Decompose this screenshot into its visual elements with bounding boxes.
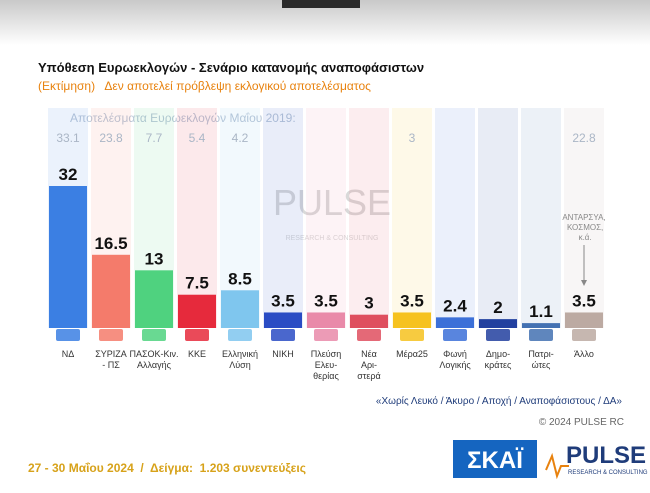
previous-value: 23.8 bbox=[99, 131, 123, 145]
previous-value: 22.8 bbox=[572, 131, 596, 145]
party-logo bbox=[228, 329, 252, 341]
x-tick-label: στερά bbox=[357, 371, 380, 381]
bar bbox=[307, 312, 345, 328]
value-label: 13 bbox=[145, 249, 164, 268]
x-tick-label: ώτες bbox=[532, 360, 551, 370]
x-tick-label: θερίας bbox=[313, 371, 339, 381]
value-label: 2.4 bbox=[443, 296, 467, 315]
value-label: 3.5 bbox=[572, 291, 596, 310]
column-bg bbox=[435, 108, 475, 328]
party-logo bbox=[142, 329, 166, 341]
x-tick-label: Ελευ- bbox=[315, 360, 337, 370]
chart-title: Υπόθεση Ευρωεκλογών - Σενάριο κατανομής … bbox=[38, 60, 424, 75]
annotation: ΑΝΤΑΡΣΥΑ, ΚΟΣΜΟΣ, κ.ά. bbox=[562, 213, 605, 242]
fieldwork: 27 - 30 Μαΐου 2024 / Δείγμα: 1.203 συνεν… bbox=[28, 461, 306, 475]
party-logo bbox=[314, 329, 338, 341]
logo-left-box bbox=[453, 440, 537, 478]
logo-right: PULSE bbox=[566, 442, 646, 469]
value-label: 16.5 bbox=[94, 234, 127, 253]
bar bbox=[565, 312, 603, 328]
value-label: 7.5 bbox=[185, 274, 209, 293]
x-tick-label: Δημο- bbox=[486, 349, 510, 359]
value-label: 32 bbox=[59, 165, 78, 184]
column-bg bbox=[521, 108, 561, 328]
watermark-sub: RESEARCH & CONSULTING bbox=[286, 235, 379, 242]
column-bg bbox=[177, 108, 217, 328]
bar bbox=[49, 186, 87, 328]
column-bg bbox=[478, 108, 518, 328]
value-label: 3.5 bbox=[400, 291, 424, 310]
party-logo bbox=[357, 329, 381, 341]
column-bg bbox=[263, 108, 303, 328]
top-tab bbox=[282, 0, 360, 8]
bar bbox=[522, 323, 560, 328]
bar bbox=[264, 312, 302, 328]
x-tick-label: Φωνή bbox=[443, 349, 467, 359]
column-bg bbox=[564, 108, 604, 328]
x-tick-label: ΠΑΣΟΚ-Κιν. bbox=[129, 349, 178, 359]
x-tick-label: - ΠΣ bbox=[102, 360, 120, 370]
bar bbox=[178, 294, 216, 328]
column-bg bbox=[349, 108, 389, 328]
x-tick-label: ΣΥΡΙΖΑ bbox=[95, 349, 127, 359]
party-logo bbox=[271, 329, 295, 341]
x-tick-label: Λύση bbox=[229, 360, 251, 370]
previous-value: 33.1 bbox=[56, 131, 80, 145]
bar bbox=[135, 270, 173, 328]
x-tick-label: Λογικής bbox=[439, 360, 471, 370]
value-label: 1.1 bbox=[529, 302, 553, 321]
x-tick-label: Νέα bbox=[361, 349, 377, 359]
previous-value: 4.2 bbox=[232, 131, 249, 145]
x-tick-label: Άλλο bbox=[574, 349, 594, 359]
party-logo bbox=[185, 329, 209, 341]
previous-value: 5.4 bbox=[189, 131, 206, 145]
bar bbox=[92, 254, 130, 328]
previous-value: 3 bbox=[409, 131, 416, 145]
party-logo bbox=[529, 329, 553, 341]
logo-right-sub: RESEARCH & CONSULTING bbox=[568, 470, 648, 476]
copyright: © 2024 PULSE RC bbox=[539, 417, 624, 428]
watermark: PULSE bbox=[273, 182, 391, 223]
x-tick-label: Αλλαγής bbox=[137, 360, 172, 370]
value-label: 2 bbox=[493, 298, 502, 317]
x-tick-label: ΚΚΕ bbox=[188, 349, 206, 359]
value-label: 3 bbox=[364, 294, 373, 313]
party-logo bbox=[486, 329, 510, 341]
value-label: 3.5 bbox=[271, 291, 295, 310]
annotation-arrowhead bbox=[581, 280, 587, 286]
bar bbox=[350, 314, 388, 328]
bar bbox=[479, 319, 517, 328]
previous-label: Αποτελέσματα Ευρωεκλογών Μαΐου 2019: bbox=[70, 111, 296, 125]
footnote: «Χωρίς Λευκό / Άκυρο / Αποχή / Αναποφάσι… bbox=[376, 395, 623, 407]
x-tick-label: Μέρα25 bbox=[396, 349, 428, 359]
logo-pulse-icon bbox=[545, 452, 569, 480]
x-tick-label: ΝΙΚΗ bbox=[272, 349, 294, 359]
bar bbox=[221, 290, 259, 328]
chart-subtitle: (Εκτίμηση) Δεν αποτελεί πρόβλεψη εκλογικ… bbox=[38, 79, 371, 93]
x-tick-label: Ελληνική bbox=[222, 349, 258, 359]
bar bbox=[436, 317, 474, 328]
party-logo bbox=[400, 329, 424, 341]
column-bg bbox=[306, 108, 346, 328]
column-bg bbox=[392, 108, 432, 328]
x-tick-label: ΝΔ bbox=[62, 349, 75, 359]
value-label: 8.5 bbox=[228, 269, 252, 288]
party-logo bbox=[56, 329, 80, 341]
party-logo bbox=[443, 329, 467, 341]
x-tick-label: κράτες bbox=[485, 360, 512, 370]
x-tick-label: Πλεύση bbox=[311, 349, 342, 359]
x-tick-label: Αρι- bbox=[361, 360, 377, 370]
logo-left: ΣΚΑΪ bbox=[467, 447, 524, 474]
party-logo bbox=[99, 329, 123, 341]
x-tick-label: Πατρι- bbox=[528, 349, 553, 359]
previous-value: 7.7 bbox=[146, 131, 163, 145]
value-label: 3.5 bbox=[314, 291, 338, 310]
party-logo bbox=[572, 329, 596, 341]
bar bbox=[393, 312, 431, 328]
